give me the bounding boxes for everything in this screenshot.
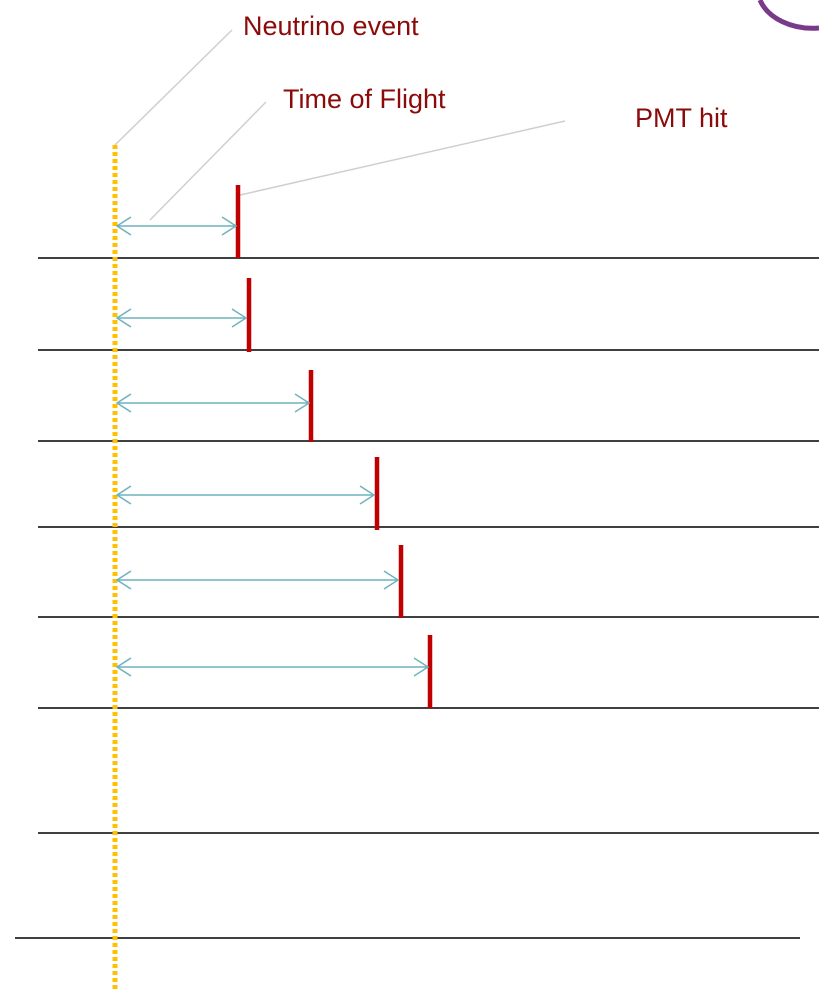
hits xyxy=(238,185,430,708)
leader-line xyxy=(150,102,266,220)
tof-arrow xyxy=(117,394,309,412)
tof-arrow xyxy=(117,571,398,589)
label: Time of Flight xyxy=(283,84,446,114)
tof-arrow xyxy=(117,658,428,676)
page: Neutrino event Time of Flight PMT hit ((… xyxy=(0,0,819,992)
time-of-flight-arrows xyxy=(117,217,428,676)
rows xyxy=(15,258,819,938)
tof-arrow xyxy=(117,486,374,504)
leader-line xyxy=(115,30,232,145)
leader-line xyxy=(240,121,565,195)
diagram: Neutrino event Time of Flight PMT hit xyxy=(0,0,819,992)
label: Neutrino event xyxy=(243,11,419,41)
tof-arrow xyxy=(117,309,246,327)
label: PMT hit xyxy=(635,103,728,133)
tof-arrow xyxy=(117,217,236,235)
logo-fragment xyxy=(760,0,819,28)
